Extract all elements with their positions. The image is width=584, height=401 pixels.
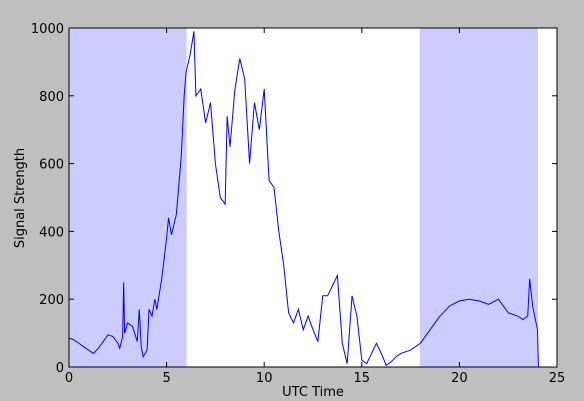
shaded-regions (68, 27, 538, 368)
y-tick-label: 400 (39, 225, 64, 240)
x-axis-label: UTC Time (282, 385, 344, 400)
x-tick-label: 25 (549, 371, 566, 386)
y-tick-label: 200 (39, 293, 64, 308)
x-tick-label: 5 (162, 371, 170, 386)
x-tick-label: 15 (354, 371, 371, 386)
plot-frame (68, 27, 558, 368)
x-tick-label: 0 (65, 371, 73, 386)
x-tick-label: 20 (451, 371, 468, 386)
shaded-region (419, 27, 538, 368)
y-tick-label: 600 (39, 158, 64, 173)
x-tick-label: 10 (256, 371, 273, 386)
plot-content (68, 31, 539, 368)
y-tick-label: 800 (39, 90, 64, 105)
y-tick-label: 0 (56, 361, 64, 376)
y-tick-label: 1000 (31, 22, 64, 37)
shaded-region (68, 27, 187, 368)
y-axis-label: Signal Strength (13, 148, 28, 248)
signal-line (68, 31, 539, 368)
